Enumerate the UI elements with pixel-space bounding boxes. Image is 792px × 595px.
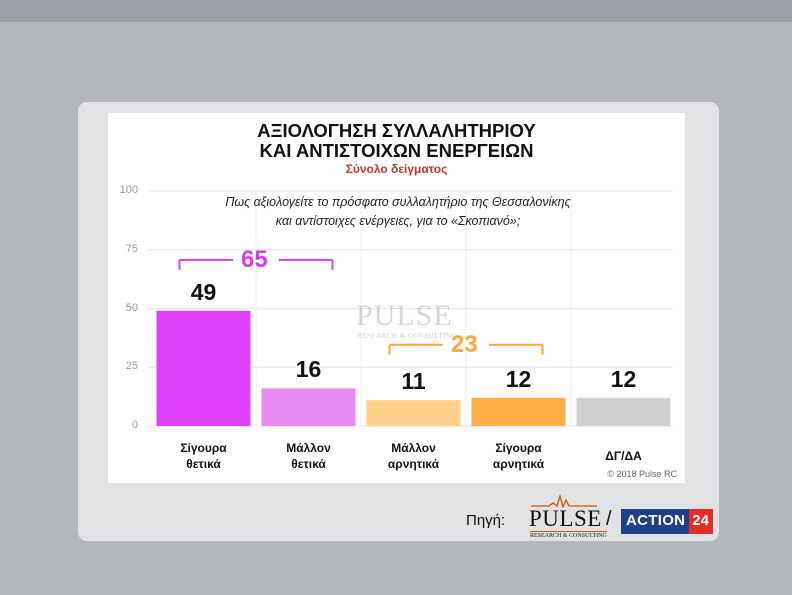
bar-1 bbox=[261, 388, 356, 426]
category-label-line: Μάλλον bbox=[391, 441, 436, 455]
category-label: Σίγουρα αρνητικά bbox=[467, 440, 571, 472]
chart-subtitle: Σύνολο δείγματος bbox=[345, 162, 448, 176]
chart-title-line-1: ΑΞΙΟΛΟΓΗΣΗ ΣΥΛΛΑΛΗΤΗΡΙΟΥ bbox=[257, 120, 536, 141]
group-total-label: 23 bbox=[451, 330, 478, 358]
action24-logo-number: 24 bbox=[689, 509, 713, 534]
pulse-logo-word: PULSE bbox=[529, 506, 602, 531]
y-tick-label: 0 bbox=[131, 419, 138, 431]
chart-panel: ΑΞΙΟΛΟΓΗΣΗ ΣΥΛΛΑΛΗΤΗΡΙΟΥ ΚΑΙ ΑΝΤΙΣΤΟΙΧΩΝ… bbox=[108, 113, 685, 483]
category-label-line: Σίγουρα bbox=[180, 441, 227, 455]
survey-question-line-1: Πως αξιολογείτε το πρόσφατο συλλαλητήριο… bbox=[225, 195, 571, 209]
pulse-logo: PULSE RESEARCH & CONSULTING bbox=[529, 494, 607, 539]
category-label-line: Μάλλον bbox=[286, 441, 331, 455]
bar-chart bbox=[148, 190, 673, 427]
category-label-line: ΔΓ/ΔΑ bbox=[605, 449, 642, 463]
category-label-line: αρνητικά bbox=[387, 457, 440, 471]
bar-value-label: 11 bbox=[401, 368, 426, 395]
category-label-line: αρνητικά bbox=[492, 457, 545, 471]
category-label-line: θετικά bbox=[186, 457, 221, 471]
bar-value-label: 49 bbox=[190, 278, 217, 305]
bar-value-label: 12 bbox=[505, 365, 532, 392]
copyright-note: © 2018 Pulse RC bbox=[607, 469, 677, 479]
bar-value-label: 12 bbox=[610, 365, 637, 392]
category-label-line: Σίγουρα bbox=[495, 441, 542, 455]
y-tick-label: 100 bbox=[119, 184, 138, 196]
source-label: Πηγή: bbox=[466, 512, 506, 529]
pulse-watermark-sub: RESEARCH & CONSULTING bbox=[357, 332, 458, 340]
category-label: Μάλλον θετικά bbox=[257, 440, 361, 472]
logo-separator: / bbox=[606, 508, 612, 530]
group-total-label: 65 bbox=[241, 245, 268, 273]
y-tick-label: 75 bbox=[125, 242, 138, 255]
category-label: Σίγουρα θετικά bbox=[152, 440, 256, 472]
pulse-watermark: PULSE bbox=[356, 299, 453, 332]
chart-title-line-2: ΚΑΙ ΑΝΤΙΣΤΟΙΧΩΝ ΕΝΕΡΓΕΙΩΝ bbox=[259, 140, 534, 161]
category-label: Μάλλον αρνητικά bbox=[362, 440, 466, 472]
bar-4 bbox=[576, 397, 671, 426]
bar-2 bbox=[366, 400, 461, 426]
action24-logo: ACTION 24 bbox=[621, 509, 713, 534]
survey-question-line-2: και αντίστοιχες ενέργειες, για το «Σκοπι… bbox=[275, 214, 521, 228]
pulse-logo-sub: RESEARCH & CONSULTING bbox=[530, 531, 607, 539]
y-tick-label: 25 bbox=[125, 360, 138, 373]
category-label-line: θετικά bbox=[291, 457, 326, 471]
bar-3 bbox=[471, 397, 566, 426]
pulse-wave-icon bbox=[531, 494, 597, 508]
action24-logo-text: ACTION bbox=[621, 509, 690, 534]
y-tick-label: 50 bbox=[125, 301, 138, 314]
survey-question: Πως αξιολογείτε το πρόσφατο συλλαλητήριο… bbox=[168, 193, 628, 231]
bar-0 bbox=[156, 310, 251, 426]
top-bar bbox=[0, 0, 792, 22]
category-label: ΔΓ/ΔΑ bbox=[572, 448, 676, 464]
bar-value-label: 16 bbox=[295, 356, 322, 383]
